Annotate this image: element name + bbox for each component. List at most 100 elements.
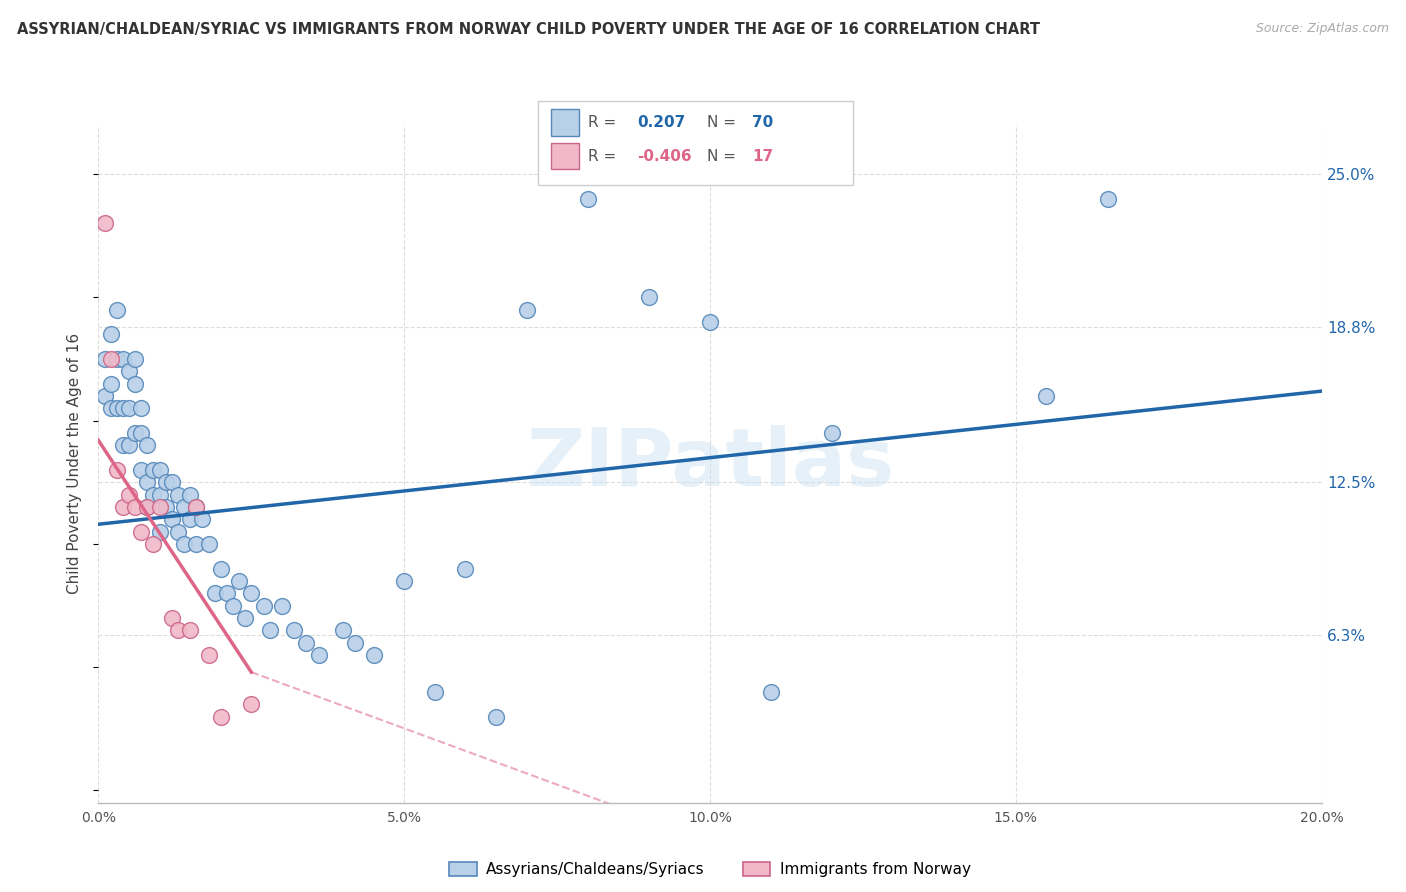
Point — [332, 624, 354, 638]
Text: R =: R = — [588, 115, 621, 129]
Point — [129, 425, 152, 440]
Point — [129, 401, 152, 416]
Point — [283, 624, 305, 638]
Point — [136, 438, 159, 452]
Point — [124, 352, 146, 367]
Point — [295, 635, 318, 649]
Point — [363, 648, 385, 662]
Text: N =: N = — [707, 149, 741, 163]
Legend: Assyrians/Chaldeans/Syriacs, Immigrants from Norway: Assyrians/Chaldeans/Syriacs, Immigrants … — [443, 855, 977, 883]
Point — [93, 217, 115, 231]
Point — [160, 512, 183, 526]
Point — [197, 537, 219, 551]
Point — [149, 500, 172, 514]
Point — [105, 401, 128, 416]
Point — [118, 364, 141, 378]
Point — [759, 685, 782, 699]
Point — [124, 425, 146, 440]
Point — [173, 537, 195, 551]
Point — [1097, 192, 1119, 206]
Point — [516, 302, 538, 317]
Text: 70: 70 — [752, 115, 773, 129]
Point — [100, 327, 122, 342]
Y-axis label: Child Poverty Under the Age of 16: Child Poverty Under the Age of 16 — [67, 334, 83, 594]
Point — [699, 315, 721, 329]
Point — [454, 561, 477, 575]
Text: N =: N = — [707, 115, 741, 129]
Point — [136, 500, 159, 514]
Point — [100, 401, 122, 416]
Point — [124, 500, 146, 514]
Point — [233, 611, 256, 625]
Point — [204, 586, 226, 600]
Point — [209, 561, 232, 575]
Point — [1035, 389, 1057, 403]
Point — [344, 635, 367, 649]
Point — [308, 648, 330, 662]
Text: 17: 17 — [752, 149, 773, 163]
Point — [129, 524, 152, 539]
Text: Source: ZipAtlas.com: Source: ZipAtlas.com — [1256, 22, 1389, 36]
Point — [129, 463, 152, 477]
Point — [118, 438, 141, 452]
Point — [155, 500, 177, 514]
Point — [105, 302, 128, 317]
Point — [173, 500, 195, 514]
Point — [392, 574, 416, 588]
Point — [100, 352, 122, 367]
Point — [142, 463, 165, 477]
Point — [155, 475, 177, 490]
Point — [167, 488, 190, 502]
Point — [259, 624, 281, 638]
Point — [228, 574, 250, 588]
Text: R =: R = — [588, 149, 621, 163]
Point — [111, 500, 134, 514]
Point — [149, 488, 172, 502]
Point — [93, 389, 115, 403]
Point — [179, 488, 201, 502]
Point — [118, 401, 141, 416]
Point — [222, 599, 245, 613]
Point — [100, 376, 122, 391]
Point — [124, 376, 146, 391]
Point — [160, 611, 183, 625]
Point — [160, 475, 183, 490]
Point — [105, 463, 128, 477]
Point — [142, 488, 165, 502]
Point — [252, 599, 274, 613]
Point — [215, 586, 238, 600]
Point — [136, 475, 159, 490]
Point — [197, 648, 219, 662]
Point — [149, 463, 172, 477]
Point — [105, 352, 128, 367]
Point — [186, 500, 208, 514]
Point — [186, 500, 208, 514]
Point — [270, 599, 292, 613]
Point — [423, 685, 446, 699]
Point — [179, 512, 201, 526]
Point — [191, 512, 214, 526]
Text: ASSYRIAN/CHALDEAN/SYRIAC VS IMMIGRANTS FROM NORWAY CHILD POVERTY UNDER THE AGE O: ASSYRIAN/CHALDEAN/SYRIAC VS IMMIGRANTS F… — [17, 22, 1040, 37]
Text: -0.406: -0.406 — [637, 149, 692, 163]
Point — [240, 586, 263, 600]
Point — [186, 537, 208, 551]
Text: ZIPatlas: ZIPatlas — [526, 425, 894, 503]
Point — [179, 624, 201, 638]
Point — [111, 438, 134, 452]
Point — [111, 352, 134, 367]
Point — [240, 697, 263, 711]
Point — [167, 624, 190, 638]
Point — [637, 290, 661, 304]
Point — [167, 524, 190, 539]
Point — [149, 524, 172, 539]
Point — [142, 537, 165, 551]
Point — [821, 425, 844, 440]
Point — [576, 192, 599, 206]
Point — [93, 352, 115, 367]
Point — [111, 401, 134, 416]
Point — [209, 709, 232, 723]
Point — [136, 500, 159, 514]
Text: 0.207: 0.207 — [637, 115, 685, 129]
Point — [485, 709, 508, 723]
Point — [118, 488, 141, 502]
